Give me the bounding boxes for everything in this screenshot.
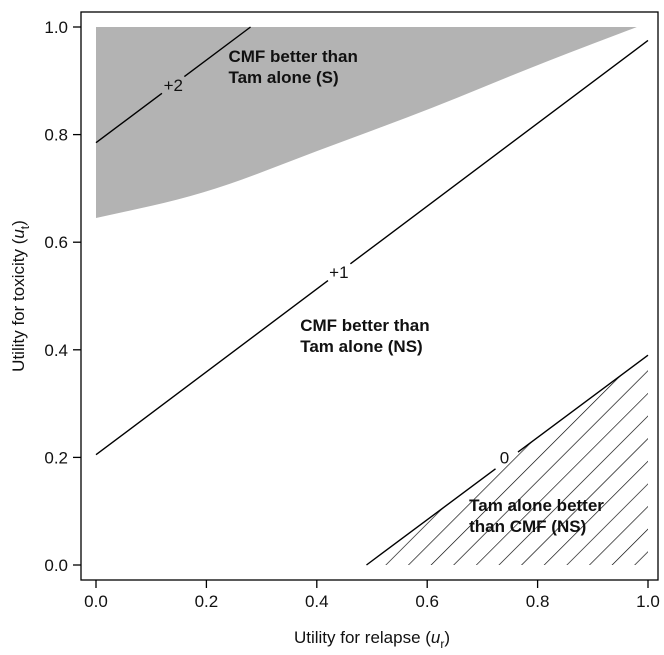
shaded-region <box>96 27 637 218</box>
middle-region-label: CMF better than Tam alone (NS) <box>300 316 429 356</box>
contour-line-segment <box>95 92 163 144</box>
contour-label: +2 <box>164 76 183 95</box>
y-tick-label: 0.2 <box>44 448 68 467</box>
hatched-region-label: Tam alone better than CMF (NS) <box>469 496 604 536</box>
x-tick-label: 1.0 <box>636 592 660 611</box>
y-axis-label: Utility for toxicity (ut) <box>9 220 32 372</box>
contour-line-segment <box>183 26 251 78</box>
shaded-region-label: CMF better than Tam alone (S) <box>228 47 357 87</box>
x-tick-label: 0.4 <box>305 592 329 611</box>
x-tick-label: 0.2 <box>195 592 219 611</box>
plot-area: +2 +1 0 CMF better than Tam alone (S) CMF bet… <box>95 26 649 566</box>
axes: 0.0 0.2 0.4 0.6 0.8 1.0 0.0 0.2 0.4 0.6 0.8 1.0 <box>44 11 660 611</box>
plot-frame <box>80 11 659 581</box>
y-tick-label: 0.0 <box>44 556 68 575</box>
contour-label: 0 <box>500 448 509 467</box>
y-tick-label: 0.8 <box>44 126 68 145</box>
contour-line-segment <box>95 280 329 456</box>
x-tick-label: 0.0 <box>84 592 108 611</box>
x-tick-label: 0.6 <box>415 592 439 611</box>
contour-line-segment <box>349 39 649 265</box>
x-tick-label: 0.8 <box>526 592 550 611</box>
y-tick-label: 0.6 <box>44 233 68 252</box>
contour-line-segment <box>517 354 649 453</box>
contour-label: +1 <box>329 263 348 282</box>
contour-line-segment <box>366 468 496 566</box>
y-tick-label: 1.0 <box>44 18 68 37</box>
y-tick-label: 0.4 <box>44 341 68 360</box>
x-axis-label: Utility for relapse (ur) <box>294 628 450 651</box>
